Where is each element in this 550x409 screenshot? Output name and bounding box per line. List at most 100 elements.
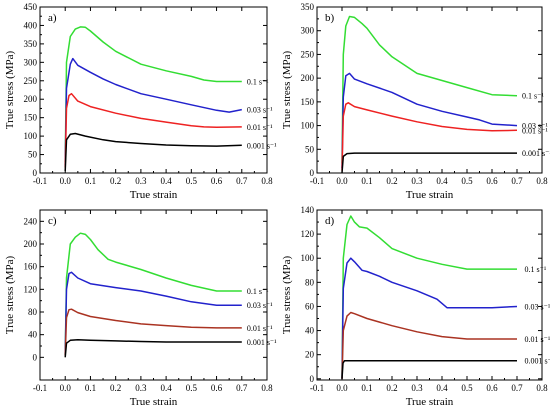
y-tick-label: 300 bbox=[24, 57, 38, 67]
y-tick-label: 160 bbox=[24, 262, 38, 272]
y-tick-label: 100 bbox=[301, 121, 315, 131]
panel-label: b) bbox=[325, 12, 335, 24]
y-tick-label: 200 bbox=[301, 73, 315, 83]
x-axis-label: True strain bbox=[130, 396, 178, 408]
y-axis-label: True stress (MPa) bbox=[281, 255, 293, 334]
y-tick-label: 80 bbox=[305, 277, 315, 287]
series-label: 0.03 s⁻¹ bbox=[247, 301, 273, 310]
x-tick-label: 0.3 bbox=[135, 176, 147, 186]
series-label: 0.1 s⁻¹ bbox=[525, 265, 547, 274]
y-tick-label: 120 bbox=[301, 229, 315, 239]
x-tick-label: 0.5 bbox=[186, 383, 198, 393]
x-tick-label: 0.1 bbox=[85, 176, 96, 186]
x-tick-label: 0.7 bbox=[236, 176, 248, 186]
chart-panel: -0.1 0.0 0.1 0.2 0.3 0.4 0.5 0.6 0.7 0.8 0 50 100 150… bbox=[4, 2, 277, 201]
x-tick-label: 0.0 bbox=[336, 176, 348, 186]
series-line bbox=[64, 232, 242, 355]
series-line bbox=[341, 215, 517, 379]
y-tick-label: 50 bbox=[305, 144, 315, 154]
x-tick-label: -0.1 bbox=[310, 383, 324, 393]
series-line bbox=[64, 271, 242, 355]
x-tick-label: -0.1 bbox=[33, 383, 47, 393]
series-line bbox=[64, 132, 242, 172]
y-tick-label: 100 bbox=[24, 131, 38, 141]
series-label: 0.01 s⁻¹ bbox=[247, 123, 273, 132]
x-tick-label: 0.4 bbox=[436, 176, 448, 186]
series-line bbox=[341, 152, 517, 174]
x-tick-label: 0.0 bbox=[336, 383, 348, 393]
x-tick-label: 0.3 bbox=[135, 383, 147, 393]
x-tick-label: 0.0 bbox=[60, 176, 72, 186]
x-tick-label: 0.8 bbox=[261, 176, 273, 186]
y-tick-label: 0 bbox=[310, 168, 315, 178]
x-tick-label: 0.6 bbox=[486, 176, 498, 186]
series-line bbox=[341, 359, 517, 379]
y-tick-label: 120 bbox=[24, 284, 38, 294]
x-tick-label: -0.1 bbox=[310, 176, 324, 186]
y-tick-label: 80 bbox=[28, 307, 38, 317]
series-label: 0.03 s⁻¹ bbox=[522, 122, 548, 131]
x-tick-label: 0.8 bbox=[536, 383, 548, 393]
series-label: 0.001 s⁻¹ bbox=[522, 149, 550, 158]
series-label: 0.001 s⁻¹ bbox=[525, 357, 550, 366]
y-tick-label: 250 bbox=[301, 49, 315, 59]
x-tick-label: 0.2 bbox=[110, 176, 121, 186]
series-line bbox=[64, 57, 242, 166]
y-tick-label: 450 bbox=[24, 2, 38, 12]
y-tick-label: 140 bbox=[301, 205, 315, 215]
series-line bbox=[64, 92, 242, 168]
x-tick-label: 0.4 bbox=[160, 383, 172, 393]
x-tick-label: 0.8 bbox=[261, 383, 273, 393]
x-tick-label: -0.1 bbox=[33, 176, 47, 186]
y-tick-label: 200 bbox=[24, 94, 38, 104]
y-tick-label: 0 bbox=[33, 168, 38, 178]
x-tick-label: 0.0 bbox=[60, 383, 72, 393]
series-label: 0.1 s⁻¹ bbox=[522, 92, 544, 101]
chart-panel: -0.1 0.0 0.1 0.2 0.3 0.4 0.5 0.6 0.7 0.8 0 40 80 120 1… bbox=[4, 209, 277, 408]
series-line bbox=[341, 257, 518, 379]
x-tick-label: 0.5 bbox=[186, 176, 198, 186]
x-axis-label: True strain bbox=[406, 189, 454, 201]
series-label: 0.03 s⁻¹ bbox=[525, 302, 550, 311]
series-label: 0.1 s⁻¹ bbox=[247, 287, 269, 296]
y-tick-label: 350 bbox=[301, 2, 315, 12]
series-line bbox=[64, 26, 242, 162]
y-tick-label: 100 bbox=[301, 253, 315, 263]
x-tick-label: 0.1 bbox=[361, 176, 372, 186]
x-tick-label: 0.7 bbox=[236, 383, 248, 393]
y-axis-label: True stress (MPa) bbox=[4, 255, 16, 334]
y-tick-label: 250 bbox=[24, 76, 38, 86]
series-line bbox=[64, 308, 242, 356]
y-tick-label: 300 bbox=[301, 26, 315, 36]
x-tick-label: 0.6 bbox=[486, 383, 498, 393]
x-tick-label: 0.2 bbox=[110, 383, 121, 393]
y-tick-label: 0 bbox=[33, 352, 38, 362]
x-tick-label: 0.2 bbox=[386, 383, 397, 393]
x-tick-label: 0.4 bbox=[436, 383, 448, 393]
x-tick-label: 0.5 bbox=[461, 176, 473, 186]
x-tick-label: 0.3 bbox=[411, 176, 423, 186]
series-line bbox=[64, 339, 242, 358]
series-label: 0.01 s⁻¹ bbox=[247, 324, 273, 333]
y-tick-label: 40 bbox=[305, 326, 315, 336]
y-tick-label: 200 bbox=[24, 239, 38, 249]
x-axis-label: True strain bbox=[130, 189, 178, 201]
y-tick-label: 60 bbox=[305, 301, 315, 311]
y-tick-label: 50 bbox=[28, 150, 38, 160]
series-line bbox=[341, 15, 518, 164]
y-axis-label: True stress (MPa) bbox=[4, 50, 16, 129]
x-tick-label: 0.6 bbox=[211, 176, 223, 186]
y-tick-label: 150 bbox=[301, 97, 315, 107]
x-tick-label: 0.2 bbox=[386, 176, 397, 186]
y-tick-label: 150 bbox=[24, 113, 38, 123]
series-label: 0.01 s⁻¹ bbox=[525, 335, 550, 344]
series-label: 0.1 s⁻¹ bbox=[247, 78, 269, 87]
x-tick-label: 0.6 bbox=[211, 383, 223, 393]
series-label: 0.03 s⁻¹ bbox=[247, 106, 273, 115]
chart-panel: -0.1 0.0 0.1 0.2 0.3 0.4 0.5 0.6 0.7 0.8 0 50 100 150… bbox=[281, 2, 550, 201]
x-tick-label: 0.5 bbox=[461, 383, 473, 393]
y-tick-label: 350 bbox=[24, 39, 38, 49]
x-tick-label: 0.7 bbox=[511, 383, 523, 393]
y-axis-label: True stress (MPa) bbox=[281, 50, 293, 129]
